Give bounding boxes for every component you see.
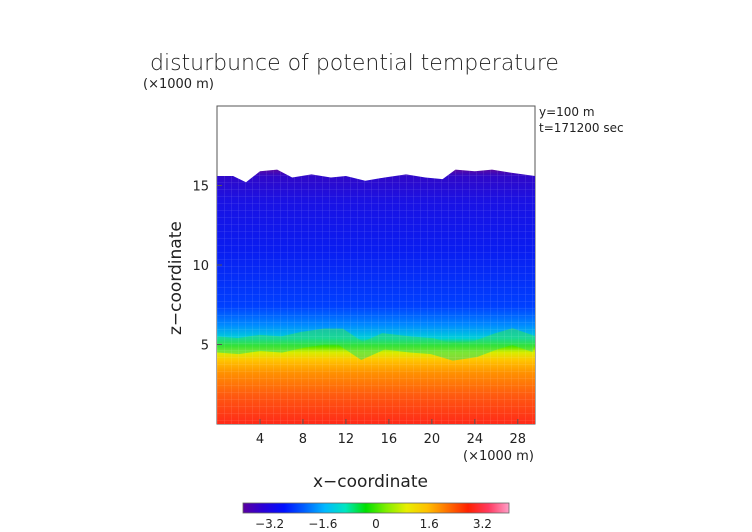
x-tick-label: 8 [299,432,307,447]
x-axis-label: x−coordinate [313,472,428,492]
annotation-y: y=100 m [539,105,595,119]
colorbar-ticks: −3.2 −1.6 0 1.6 3.2 [255,517,492,531]
colorbar-tick-label: 1.6 [420,517,439,531]
colorbar-tick-label: 3.2 [473,517,492,531]
y-axis-ticks: 5 10 15 [192,180,222,354]
x-unit-label: (×1000 m) [463,449,534,464]
x-axis-ticks: 4 8 12 16 20 24 28 [256,419,526,447]
x-tick-label: 12 [338,432,355,447]
x-tick-label: 24 [467,432,484,447]
top-unit-label: (×1000 m) [143,77,214,92]
y-tick-label: 10 [192,259,209,274]
x-tick-label: 20 [424,432,441,447]
y-tick-label: 5 [201,339,209,354]
temperature-field [217,169,535,424]
x-tick-label: 4 [256,432,264,447]
y-axis-label: z−coordinate [166,221,186,335]
colorbar-tick-label: −1.6 [308,517,337,531]
y-tick-label: 15 [192,180,209,195]
chart-title: disturbunce of potential temperature [150,51,559,76]
colorbar [242,502,510,514]
annotation-t: t=171200 sec [539,121,624,135]
colorbar-tick-label: 0 [372,517,380,531]
x-tick-label: 28 [510,432,527,447]
x-tick-label: 16 [381,432,398,447]
colorbar-tick-label: −3.2 [255,517,284,531]
